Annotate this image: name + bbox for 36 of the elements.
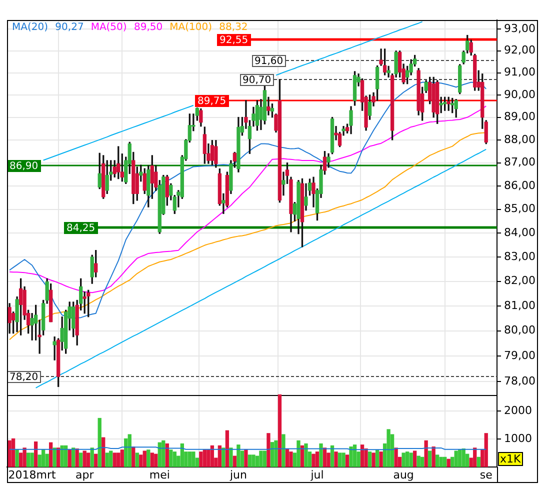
y-tick-label: 93,00 (504, 22, 536, 36)
text: MA(20) 90,27 (12, 22, 84, 33)
ref-line-label: 78,20 (10, 372, 38, 384)
y-tick-label: 88,00 (504, 132, 536, 146)
y-tick-label: 79,00 (504, 348, 536, 362)
y2-tick-label: 1000 (504, 432, 532, 445)
ref-line-label: 84,25 (66, 223, 96, 234)
ref-line-label: 92,55 (220, 35, 248, 46)
x-tick-label: apr (75, 468, 94, 482)
y-tick-label: 91,00 (504, 66, 536, 79)
text: MA(50) 89,50 (90, 22, 163, 33)
ref-line-label: 89,75 (198, 96, 226, 108)
ref-line-label: 86,90 (10, 161, 38, 172)
y-tick-label: 85,00 (504, 202, 536, 216)
y-tick-label: 92,00 (504, 44, 536, 57)
y2-tick-label: 2000 (504, 404, 532, 417)
x-tick-label: se (480, 468, 493, 482)
x-tick-label: 2018mrt (8, 468, 57, 482)
y-tick-label: 80,00 (504, 324, 536, 337)
x-tick-label: jul (310, 468, 324, 482)
y-tick-label: 81,00 (504, 298, 536, 312)
y-tick-label: 86,00 (504, 178, 536, 192)
x-tick-label: aug (393, 468, 414, 482)
x-tick-label: mei (149, 468, 170, 482)
text: MA(100) 88,32 (170, 22, 248, 33)
y-tick-label: 83,00 (504, 250, 536, 263)
ref-line-label: 90,70 (242, 75, 272, 86)
y-tick-label: 78,00 (504, 374, 536, 388)
y-tick-label: 90,00 (504, 88, 536, 101)
x-tick-label: jun (228, 468, 247, 482)
ref-line-label: 91,60 (254, 56, 284, 68)
y-tick-label: 84,00 (504, 226, 536, 239)
text: x1K (500, 452, 522, 466)
y-tick-label: 87,00 (504, 156, 536, 169)
y-tick-label: 89,00 (504, 110, 536, 124)
y-tick-label: 82,00 (504, 274, 536, 288)
